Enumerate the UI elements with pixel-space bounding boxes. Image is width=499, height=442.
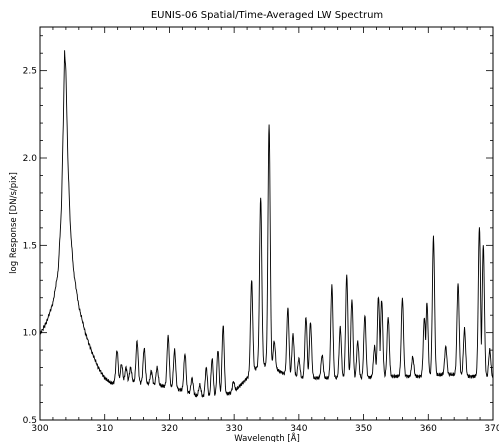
y-tick-label: 1.5	[23, 241, 37, 251]
y-tick-label: 2.0	[23, 154, 38, 164]
x-tick-label: 330	[226, 424, 243, 434]
spectral-peak-point	[478, 225, 480, 227]
y-tick-label: 0.5	[23, 416, 37, 426]
x-axis-title: Wavelength [Å]	[234, 432, 300, 442]
x-tick-label: 350	[355, 424, 372, 434]
plot-frame	[39, 26, 494, 421]
chart-title: EUNIS-06 Spatial/Time-Averaged LW Spectr…	[151, 10, 383, 21]
spectral-peak-point	[423, 316, 425, 318]
spectral-peak-point	[217, 349, 219, 351]
x-tick-label: 340	[290, 424, 307, 434]
x-tick-label: 360	[420, 424, 437, 434]
spectral-peak-point	[259, 195, 261, 197]
x-axis-ticks: 300 310 320 330 340 350 360 370	[31, 27, 499, 434]
y-tick-label: 1.0	[23, 329, 38, 339]
x-tick-label: 370	[484, 424, 499, 434]
y-tick-label: 2.5	[23, 67, 37, 77]
series-group	[39, 50, 494, 399]
x-tick-label: 300	[31, 424, 48, 434]
y-axis-ticks: 0.5 1.0 1.5 2.0 2.5	[23, 35, 493, 426]
y-axis-title: log Response [DN/s/pix]	[9, 172, 19, 274]
x-tick-label: 310	[96, 424, 113, 434]
spectral-peak-point	[380, 298, 382, 300]
plot-border	[39, 26, 494, 421]
spectrum-series-line	[39, 50, 494, 399]
x-tick-label: 320	[161, 424, 178, 434]
